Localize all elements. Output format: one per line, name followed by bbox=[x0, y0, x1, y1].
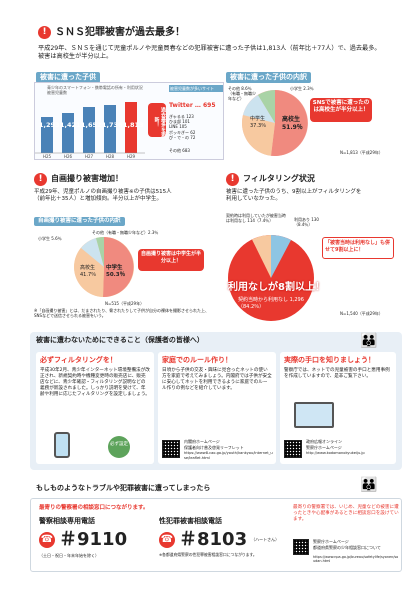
section1-heading: ! ＳＮＳ犯罪被害が過去最多！ bbox=[38, 26, 185, 39]
npa-url[interactable]: https://www.npa.go.jp/bureau/safetylife/… bbox=[313, 555, 399, 564]
section-prevention: 被害に遭わないためにできること（保護者の皆様へ） 👪 必ずフィルタリングを！ 平… bbox=[30, 332, 402, 470]
site-row: ポッキぎー 62 bbox=[169, 129, 196, 135]
pie-chart-filtering bbox=[228, 235, 314, 321]
phone-icon: ☎ bbox=[39, 531, 55, 548]
bar-h28 bbox=[104, 105, 116, 153]
bar-h27 bbox=[83, 107, 95, 153]
card-home-rules: 家庭でのルール作り！ 日頃から子供の交友・興味に見合ったネットの使い方を家庭で考… bbox=[158, 352, 276, 464]
help-right-note: 最寄りの警察署では、いじめ、児童などの被害に遭ったときや心配事があるときに相談窓… bbox=[293, 505, 399, 564]
prevention-header: 被害に遭わないためにできること（保護者の皆様へ） bbox=[36, 336, 204, 344]
left-chart-label: 被害に遭った子供 bbox=[36, 72, 100, 84]
hotline-9110[interactable]: 警察相談専用電話 ☎ ＃9110 （土日・祝日・年末年始を除く） bbox=[39, 517, 128, 559]
qr-code[interactable] bbox=[162, 440, 180, 458]
cabinet-office-url[interactable]: https://www8.cao.go.jp/youth/kankyou/int… bbox=[184, 451, 273, 460]
filter-badge: 必ず設定 bbox=[108, 436, 130, 458]
site-row: その他 683 bbox=[169, 147, 190, 153]
hotline-8103[interactable]: 性犯罪被害相談電話 ☎ ＃8103 （ハートさん） ※各都道府県警察の性犯罪被害… bbox=[159, 517, 280, 558]
section-filtering: ! フィルタリング状況 被害に遭った子供のうち、9割以上がフィルタリングを 利用… bbox=[222, 173, 402, 328]
site-row: ひま部 101 bbox=[169, 119, 190, 125]
phone-icon: ☎ bbox=[159, 531, 175, 548]
qr-code[interactable] bbox=[284, 440, 302, 458]
card-filtering: 必ずフィルタリングを！ 平成30年2月、青少年インターネット環境整備法が改正され… bbox=[36, 352, 154, 464]
card-know-tricks: 実際の手口を知りましょう！ 警察庁では、ネットでの児童被害の手口と悪用事例を作成… bbox=[280, 352, 396, 464]
sites-list: 被害児童数が多いサイト Twitter … 695 ぎゃるる 123 ひま部 1… bbox=[169, 85, 223, 153]
filtering-callout: 「被害当時は利用なし」も併せて9割以上に！ bbox=[322, 237, 394, 259]
filtering-big-label: 利用なしが8割以上！ bbox=[228, 282, 325, 293]
qr-code[interactable] bbox=[293, 539, 309, 555]
help-box: 最寄りの警察署の相談窓口につながります。 警察相談専用電話 ☎ ＃9110 （土… bbox=[30, 498, 402, 572]
site-twitter: Twitter … 695 bbox=[169, 102, 216, 110]
selfie-callout: 自画撮り被害は中学生が半分以上！ bbox=[138, 249, 204, 271]
section-sns-crimes: ! ＳＮＳ犯罪被害が過去最多！ 平成29年、ＳＮＳを通じて児童ポルノや児童買春な… bbox=[0, 0, 420, 175]
site-row: ぴ・で・の 72 bbox=[169, 134, 196, 140]
help-header: もしものようなトラブルや犯罪被害に遭ってしまったら bbox=[36, 484, 211, 492]
section1-body: 平成29年、ＳＮＳを通じて児童ポルノや児童買春などの犯罪被害に遭った子供は1,8… bbox=[38, 45, 381, 61]
pie-callout: SNSで被害に遭ったのは高校生が半分以上！ bbox=[310, 98, 372, 122]
gov-online-link[interactable]: 政府広報オンライン bbox=[306, 439, 342, 444]
bar-chart bbox=[35, 102, 145, 154]
bar-chart-panel: 青少年のスマートフォン・携帯電話の所有・利用状況 被害児童数 1,293 1,4… bbox=[34, 82, 224, 160]
site-row: LINE 105 bbox=[169, 124, 187, 130]
gov-online-url[interactable]: http://www.kodomonokyukeiju.jp bbox=[306, 451, 365, 455]
laptop-illustration bbox=[294, 402, 334, 428]
right-chart-label: 被害に遭った子供の内訳 bbox=[226, 72, 311, 84]
alert-icon: ! bbox=[226, 173, 239, 186]
record-callout: 過去最多を更新！ bbox=[148, 103, 166, 137]
alert-icon: ! bbox=[34, 173, 47, 186]
cabinet-office-link[interactable]: 内閣府ホームページ bbox=[184, 439, 220, 444]
section-selfie-crimes: ! 自画撮り被害増加！ 平成29年、児童ポルノの自画撮り被害※の子供は515人 … bbox=[34, 173, 209, 319]
bar-h25 bbox=[41, 117, 53, 153]
bar-h29 bbox=[125, 102, 137, 153]
pie-chart-selfie bbox=[74, 236, 134, 298]
family-illustration: 👪 bbox=[360, 333, 378, 349]
section-help: もしものようなトラブルや犯罪被害に遭ってしまったら 最寄りの警察署の相談窓口につ… bbox=[30, 476, 402, 576]
bar-h26 bbox=[62, 113, 74, 153]
phone-icon bbox=[54, 432, 70, 458]
section3-heading: ! フィルタリング状況 bbox=[226, 173, 315, 186]
family-illustration-2: 👪 bbox=[360, 477, 378, 493]
npa-link[interactable]: 警察庁ホームページ bbox=[313, 539, 349, 544]
site-row: ぎゃるる 123 bbox=[169, 113, 194, 119]
pie-chart-age bbox=[242, 90, 308, 156]
section2-heading: ! 自画撮り被害増加！ bbox=[34, 173, 123, 186]
alert-icon: ! bbox=[38, 26, 51, 39]
